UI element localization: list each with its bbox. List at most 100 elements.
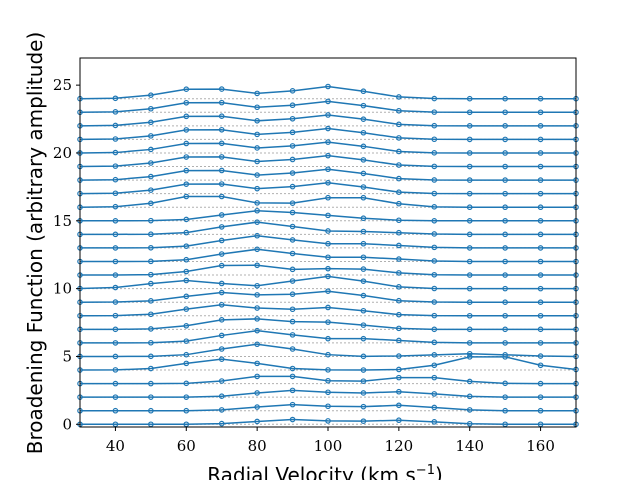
point xyxy=(218,251,225,257)
point xyxy=(183,243,190,249)
point xyxy=(502,272,508,278)
point xyxy=(396,256,402,262)
point xyxy=(466,177,473,183)
point xyxy=(289,401,296,408)
series-line xyxy=(80,248,576,263)
point xyxy=(112,217,119,224)
point xyxy=(466,299,473,305)
point xyxy=(537,258,544,265)
point xyxy=(289,170,296,176)
point xyxy=(254,360,260,367)
point xyxy=(537,421,544,428)
point xyxy=(502,258,508,265)
point xyxy=(325,265,331,272)
point xyxy=(325,351,331,358)
point xyxy=(325,139,331,145)
point xyxy=(183,86,190,93)
point xyxy=(537,204,544,211)
point xyxy=(289,88,296,94)
point xyxy=(218,301,225,308)
point xyxy=(360,116,367,122)
point xyxy=(537,326,544,333)
point xyxy=(360,335,367,342)
point xyxy=(183,293,190,300)
point xyxy=(466,378,473,385)
point xyxy=(502,245,508,251)
point xyxy=(112,380,119,387)
series-line xyxy=(80,329,576,344)
point xyxy=(148,380,154,387)
point xyxy=(325,418,331,424)
point xyxy=(112,231,119,238)
point xyxy=(183,193,190,200)
point xyxy=(466,272,473,278)
point xyxy=(218,154,225,160)
point xyxy=(289,291,296,297)
point xyxy=(396,121,402,128)
point xyxy=(466,312,473,319)
point xyxy=(254,373,260,380)
point xyxy=(396,135,402,141)
point xyxy=(112,353,119,360)
point xyxy=(431,204,438,210)
point xyxy=(360,307,367,314)
point xyxy=(537,217,544,224)
series-line xyxy=(80,418,576,426)
point xyxy=(112,136,119,142)
point xyxy=(183,127,190,133)
point xyxy=(148,173,154,180)
point xyxy=(325,335,331,342)
point xyxy=(148,160,154,166)
point xyxy=(218,407,225,413)
series-line xyxy=(80,318,576,331)
series-line xyxy=(79,168,576,181)
point xyxy=(466,109,473,116)
series-line xyxy=(79,275,576,290)
point xyxy=(289,387,296,394)
point xyxy=(537,150,544,156)
point xyxy=(431,136,438,143)
point xyxy=(254,90,260,97)
x-tick-label: 60 xyxy=(177,437,196,455)
point xyxy=(325,389,331,396)
point xyxy=(325,403,331,410)
point xyxy=(502,299,508,305)
series-line xyxy=(79,114,576,127)
point xyxy=(289,237,296,243)
point xyxy=(325,125,331,132)
point xyxy=(466,258,473,265)
point xyxy=(289,278,296,284)
point xyxy=(289,332,296,338)
point xyxy=(502,421,508,428)
point xyxy=(466,136,473,143)
point xyxy=(112,149,119,156)
point xyxy=(112,163,119,169)
point xyxy=(289,183,296,190)
point xyxy=(502,340,508,346)
point xyxy=(537,285,544,292)
point xyxy=(183,167,190,174)
point xyxy=(289,318,296,325)
point xyxy=(396,107,402,114)
point xyxy=(502,312,508,319)
point xyxy=(360,266,367,272)
point xyxy=(537,380,544,387)
series-line xyxy=(79,304,576,317)
point xyxy=(360,367,367,373)
point xyxy=(218,86,225,92)
point xyxy=(112,176,119,183)
point xyxy=(431,339,438,346)
point xyxy=(466,190,473,197)
point xyxy=(466,407,473,413)
x-axis-label: Radial Velocity (km s−1) xyxy=(207,463,443,480)
point xyxy=(431,95,438,102)
point xyxy=(112,272,119,278)
point xyxy=(289,266,296,273)
x-tick-label: 40 xyxy=(106,437,125,455)
y-tick-label: 0 xyxy=(62,415,72,433)
x-axis-label-main: Radial Velocity (km s xyxy=(207,463,416,480)
series-line xyxy=(79,195,576,208)
point xyxy=(360,322,367,328)
point xyxy=(466,123,473,129)
point xyxy=(502,217,508,224)
